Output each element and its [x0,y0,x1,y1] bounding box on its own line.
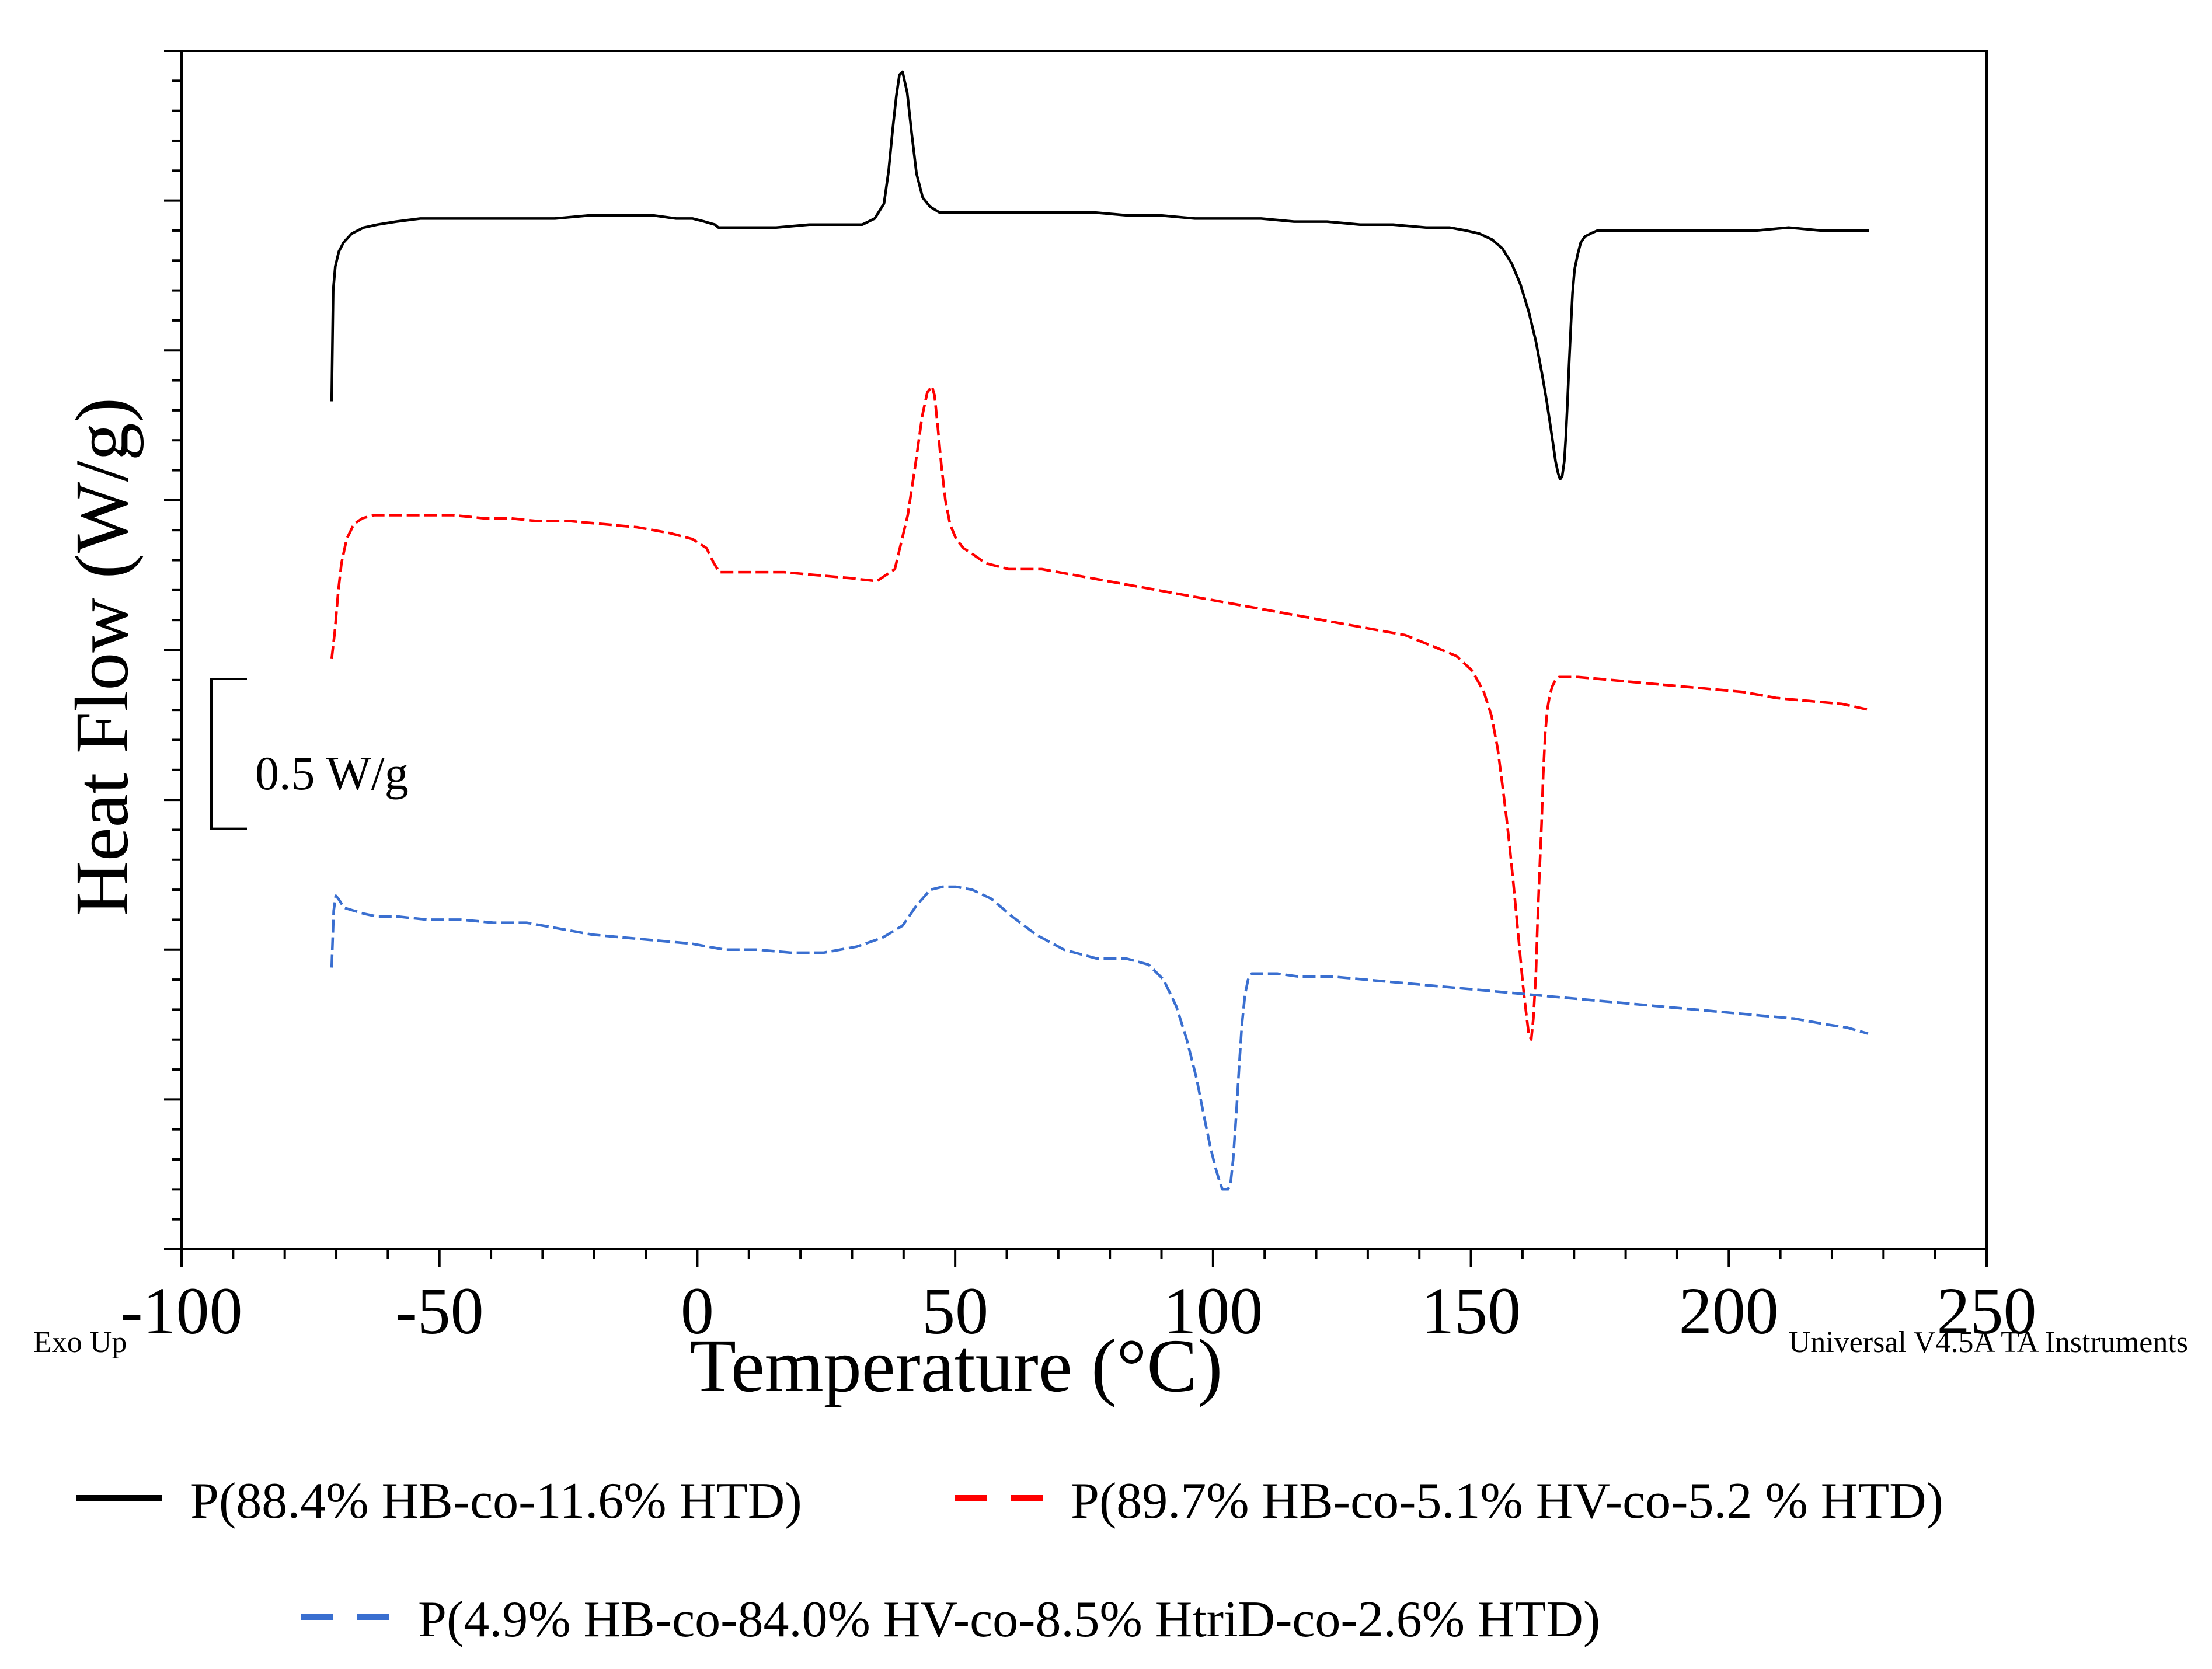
x-axis-ticks: -100 -50 0 50 100 150 200 250 [121,1249,2037,1348]
series-line-2 [330,885,1869,1191]
legend-item-2: P(4.9% HB-co-84.0% HV-co-8.5% HtriD-co-2… [301,1591,1600,1648]
y-axis-ticks [164,50,182,1250]
software-label: Universal V4.5A TA Instruments [1789,1326,2188,1359]
exo-up-label: Exo Up [33,1326,127,1359]
x-tick-label: -50 [395,1274,484,1348]
series-layer [330,70,1870,1191]
x-axis-title: Temperature (°C) [690,1324,1223,1408]
legend-item-1: P(89.7% HB-co-5.1% HV-co-5.2 % HTD) [955,1473,1943,1529]
x-tick-label: 200 [1679,1274,1779,1348]
legend-label-1: P(89.7% HB-co-5.1% HV-co-5.2 % HTD) [1071,1473,1943,1529]
x-tick-label: 250 [1937,1274,2037,1348]
x-tick-label: 100 [1163,1274,1263,1348]
legend-label-0: P(88.4% HB-co-11.6% HTD) [190,1473,802,1529]
axes-layer: -100 -50 0 50 100 150 200 250 [121,50,2037,1348]
x-tick-label: -100 [121,1274,243,1348]
scale-bar-label: 0.5 W/g [255,747,409,800]
series-line-0 [330,70,1869,481]
y-axis-title: Heat Flow (W/g) [60,398,144,916]
x-tick-label: 150 [1421,1274,1521,1348]
series-line-1 [330,385,1870,1041]
x-tick-label: 50 [922,1274,988,1348]
x-tick-label: 0 [681,1274,714,1348]
legend-label-2: P(4.9% HB-co-84.0% HV-co-8.5% HtriD-co-2… [418,1591,1600,1648]
scale-bar: 0.5 W/g [210,678,409,830]
legend: P(88.4% HB-co-11.6% HTD) P(89.7% HB-co-5… [76,1473,1943,1648]
scale-bar-bracket [210,678,247,830]
legend-item-0: P(88.4% HB-co-11.6% HTD) [76,1473,802,1529]
